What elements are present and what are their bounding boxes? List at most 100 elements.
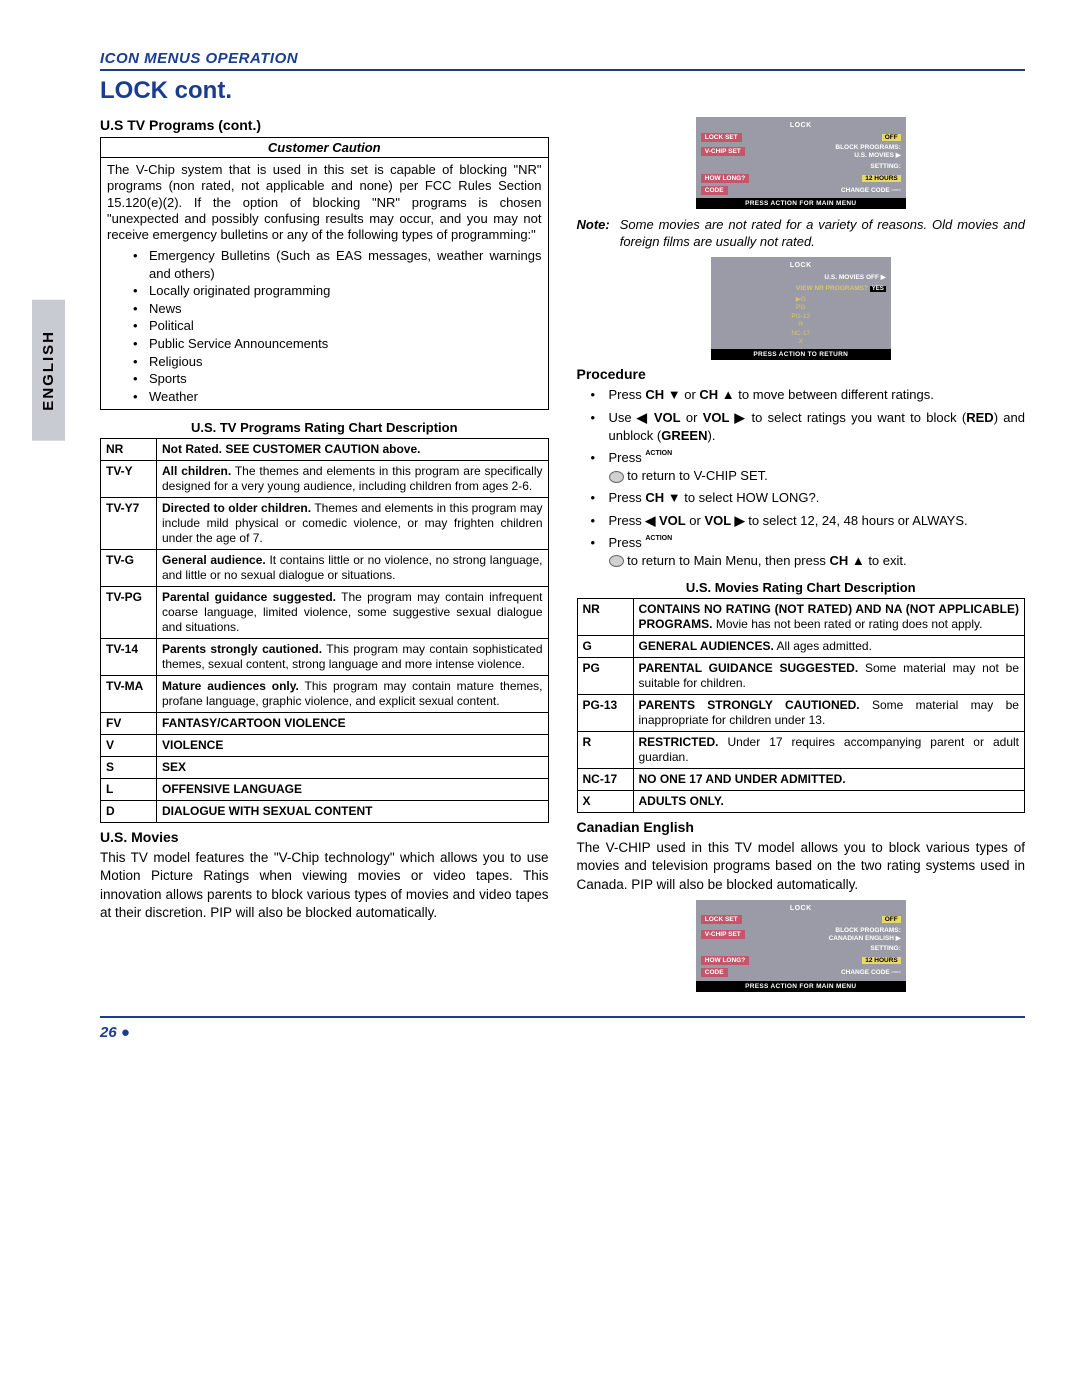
rating-desc: SEX (157, 757, 549, 779)
header-rule (100, 69, 1025, 71)
table-row: PG-13PARENTS STRONGLY CAUTIONED. Some ma… (577, 695, 1025, 732)
procedure-step: Press CH ▼ or CH ▲ to move between diffe… (591, 386, 1026, 404)
rating-desc: VIOLENCE (157, 735, 549, 757)
table-row: NRCONTAINS NO RATING (NOT RATED) AND NA … (577, 599, 1025, 636)
table-row: LOFFENSIVE LANGUAGE (101, 779, 549, 801)
table-row: TV-MAMature audiences only. This program… (101, 676, 549, 713)
note-label: Note: (577, 217, 610, 251)
caution-list-item: News (133, 300, 542, 318)
caution-text: The V-Chip system that is used in this s… (107, 162, 542, 242)
rating-desc: Parents strongly cautioned. This program… (157, 639, 549, 676)
rating-code: L (101, 779, 157, 801)
tv-rating-table: NRNot Rated. SEE CUSTOMER CAUTION above.… (100, 438, 549, 823)
canadian-english-paragraph: The V-CHIP used in this TV model allows … (577, 839, 1026, 894)
caution-list-item: Locally originated programming (133, 282, 542, 300)
procedure-heading: Procedure (577, 366, 1026, 382)
table-row: TV-YAll children. The themes and element… (101, 461, 549, 498)
caution-list: Emergency Bulletins (Such as EAS message… (107, 247, 542, 405)
table-row: XADULTS ONLY. (577, 791, 1025, 813)
procedure-list: Press CH ▼ or CH ▲ to move between diffe… (577, 386, 1026, 570)
rating-desc: NO ONE 17 AND UNDER ADMITTED. (633, 769, 1025, 791)
section-label: ICON MENUS OPERATION (100, 50, 1025, 67)
rating-desc: All children. The themes and elements in… (157, 461, 549, 498)
rating-desc: PARENTS STRONGLY CAUTIONED. Some materia… (633, 695, 1025, 732)
rating-code: PG-13 (577, 695, 633, 732)
tv-rating-chart-heading: U.S. TV Programs Rating Chart Descriptio… (100, 420, 549, 435)
us-movies-heading: U.S. Movies (100, 829, 549, 845)
table-row: NRNot Rated. SEE CUSTOMER CAUTION above. (101, 439, 549, 461)
procedure-step: Press CH ▼ to select HOW LONG?. (591, 489, 1026, 507)
customer-caution-box: Customer Caution The V-Chip system that … (100, 137, 549, 410)
rating-code: S (101, 757, 157, 779)
table-row: RRESTRICTED. Under 17 requires accompany… (577, 732, 1025, 769)
table-row: VVIOLENCE (101, 735, 549, 757)
movies-rating-table: NRCONTAINS NO RATING (NOT RATED) AND NA … (577, 598, 1026, 813)
rating-code: NR (577, 599, 633, 636)
procedure-step: Press ACTION to return to V-CHIP SET. (591, 449, 1026, 485)
caution-list-item: Weather (133, 388, 542, 406)
table-row: SSEX (101, 757, 549, 779)
rating-code: TV-Y7 (101, 498, 157, 550)
note-text: Some movies are not rated for a variety … (620, 217, 1025, 251)
rating-desc: RESTRICTED. Under 17 requires accompanyi… (633, 732, 1025, 769)
rating-desc: DIALOGUE WITH SEXUAL CONTENT (157, 801, 549, 823)
rating-code: FV (101, 713, 157, 735)
table-row: TV-GGeneral audience. It contains little… (101, 550, 549, 587)
table-row: DDIALOGUE WITH SEXUAL CONTENT (101, 801, 549, 823)
osd-lock-movies: LOCKLOCK SETOFFV-CHIP SETBLOCK PROGRAMS:… (696, 117, 906, 209)
movies-rating-chart-heading: U.S. Movies Rating Chart Description (577, 580, 1026, 595)
rating-code: TV-G (101, 550, 157, 587)
caution-body: The V-Chip system that is used in this s… (101, 158, 548, 409)
us-tv-programs-heading: U.S TV Programs (cont.) (100, 117, 549, 133)
osd-lock-canadian: LOCKLOCK SETOFFV-CHIP SETBLOCK PROGRAMS:… (696, 900, 906, 992)
caution-list-item: Religious (133, 353, 542, 371)
rating-code: NR (101, 439, 157, 461)
table-row: GGENERAL AUDIENCES. All ages admitted. (577, 636, 1025, 658)
rating-code: D (101, 801, 157, 823)
left-column: U.S TV Programs (cont.) Customer Caution… (100, 111, 549, 998)
caution-list-item: Public Service Announcements (133, 335, 542, 353)
rating-code: G (577, 636, 633, 658)
table-row: TV-PGParental guidance suggested. The pr… (101, 587, 549, 639)
rating-code: TV-14 (101, 639, 157, 676)
rating-desc: GENERAL AUDIENCES. All ages admitted. (633, 636, 1025, 658)
rating-desc: PARENTAL GUIDANCE SUGGESTED. Some materi… (633, 658, 1025, 695)
procedure-step: Press ACTION to return to Main Menu, the… (591, 534, 1026, 570)
caution-list-item: Political (133, 317, 542, 335)
right-column: LOCKLOCK SETOFFV-CHIP SETBLOCK PROGRAMS:… (577, 111, 1026, 998)
page-number: 26 ● (100, 1024, 1025, 1041)
page-title: LOCK cont. (100, 77, 1025, 105)
table-row: FVFANTASY/CARTOON VIOLENCE (101, 713, 549, 735)
rating-code: R (577, 732, 633, 769)
rating-desc: Parental guidance suggested. The program… (157, 587, 549, 639)
rating-code: NC-17 (577, 769, 633, 791)
table-row: TV-14Parents strongly cautioned. This pr… (101, 639, 549, 676)
page-number-value: 26 (100, 1024, 117, 1041)
note-row: Note: Some movies are not rated for a va… (577, 217, 1026, 251)
caution-list-item: Emergency Bulletins (Such as EAS message… (133, 247, 542, 282)
rating-desc: FANTASY/CARTOON VIOLENCE (157, 713, 549, 735)
table-row: NC-17NO ONE 17 AND UNDER ADMITTED. (577, 769, 1025, 791)
caution-list-item: Sports (133, 370, 542, 388)
rating-code: X (577, 791, 633, 813)
us-movies-paragraph: This TV model features the "V-Chip techn… (100, 849, 549, 922)
table-row: PGPARENTAL GUIDANCE SUGGESTED. Some mate… (577, 658, 1025, 695)
rating-code: PG (577, 658, 633, 695)
page-number-dot: ● (121, 1024, 130, 1041)
rating-desc: Mature audiences only. This program may … (157, 676, 549, 713)
rating-desc: ADULTS ONLY. (633, 791, 1025, 813)
rating-code: TV-MA (101, 676, 157, 713)
rating-code: TV-Y (101, 461, 157, 498)
canadian-english-heading: Canadian English (577, 819, 1026, 835)
table-row: TV-Y7Directed to older children. Themes … (101, 498, 549, 550)
rating-code: V (101, 735, 157, 757)
rating-desc: Not Rated. SEE CUSTOMER CAUTION above. (157, 439, 549, 461)
osd-us-movies-ratings: LOCKU.S. MOVIES OFF ▶VIEW NR PROGRAMS? Y… (711, 257, 891, 361)
footer-rule (100, 1016, 1025, 1018)
rating-code: TV-PG (101, 587, 157, 639)
rating-desc: Directed to older children. Themes and e… (157, 498, 549, 550)
procedure-step: Press ◀ VOL or VOL ▶ to select 12, 24, 4… (591, 512, 1026, 530)
rating-desc: CONTAINS NO RATING (NOT RATED) AND NA (N… (633, 599, 1025, 636)
rating-desc: General audience. It contains little or … (157, 550, 549, 587)
caution-header: Customer Caution (101, 138, 548, 158)
